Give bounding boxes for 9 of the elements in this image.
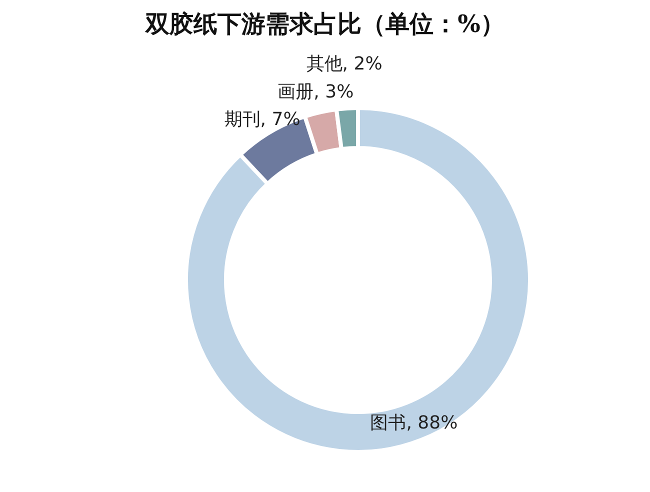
value-label: , 2% (342, 53, 382, 74)
category: 画册 (278, 82, 314, 103)
value-label: , 7% (260, 109, 300, 130)
value-label: , 3% (314, 82, 354, 103)
category: 图书 (370, 412, 406, 434)
value-label: , 88% (406, 412, 458, 434)
category: 期刊 (224, 109, 260, 130)
chart-title: 双胶纸下游需求占比（单位：%） (144, 9, 504, 38)
category: 其他 (306, 53, 342, 74)
